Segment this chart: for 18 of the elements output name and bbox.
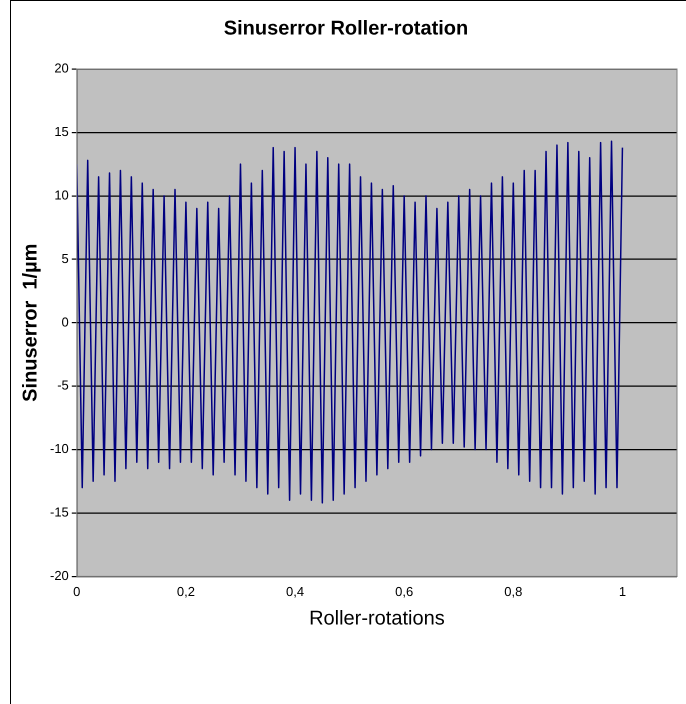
chart-title: Sinuserror Roller-rotation [224,18,468,40]
y-tick-label: 5 [62,250,69,266]
y-tick-label: -5 [57,378,69,393]
x-tick-label: 1 [618,584,626,599]
y-tick-label: 15 [54,124,69,140]
x-axis-title: Roller-rotations [309,608,445,630]
y-tick-label: 10 [54,187,69,202]
y-axis-title: Sinuserror 1/µm [20,244,42,402]
x-tick-label: 0,8 [504,584,522,599]
y-tick-label: -15 [50,504,69,520]
x-tick-label: 0,4 [286,584,304,599]
x-tick-label: 0,6 [395,584,414,599]
x-tick-label: 0 [73,584,80,599]
x-tick-label: 0,2 [176,584,195,599]
y-tick-label: 0 [62,314,69,330]
y-tick-label: 20 [54,60,69,76]
y-tick-label: -10 [50,441,69,456]
y-tick-label: -20 [50,568,69,583]
